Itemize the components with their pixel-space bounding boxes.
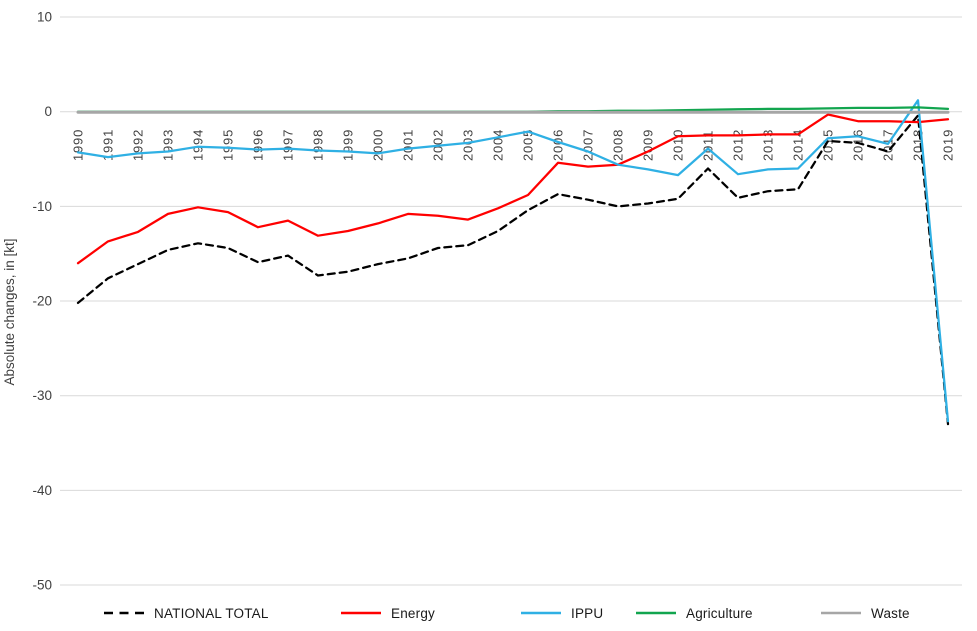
y-tick-label: -40 xyxy=(32,483,52,498)
gridlines xyxy=(60,16,962,586)
x-tick-label: 1995 xyxy=(221,129,236,161)
x-tick-label: 1994 xyxy=(191,129,206,161)
legend-label-agriculture: Agriculture xyxy=(686,605,753,621)
x-tick-label: 2007 xyxy=(581,129,596,161)
y-tick-label: 10 xyxy=(37,10,52,25)
x-tick-label: 2014 xyxy=(791,129,806,161)
x-tick-label: 2003 xyxy=(461,129,476,161)
legend-item-national-total: NATIONAL TOTAL xyxy=(103,598,269,628)
x-tick-label: 2009 xyxy=(641,129,656,161)
x-tick-label: 1999 xyxy=(341,129,356,161)
x-tick-label: 2006 xyxy=(551,129,566,161)
legend-item-waste: Waste xyxy=(820,598,910,628)
plot-area: 100-10-20-30-40-50 1990 1991 1992 1993 1994 1… xyxy=(2,10,962,593)
x-tick-label: 2000 xyxy=(371,129,386,161)
legend-label-energy: Energy xyxy=(391,605,435,621)
series-line-energy xyxy=(76,113,950,265)
y-axis-tick-labels: 10 0 -10 -20 -30 -40 -50 xyxy=(32,10,52,593)
x-tick-label: 2019 xyxy=(941,129,956,161)
y-tick-label: -10 xyxy=(32,199,52,214)
x-tick-label: 1996 xyxy=(251,129,266,161)
x-tick-label: 1993 xyxy=(161,129,176,161)
legend-label-ippu: IPPU xyxy=(571,605,604,621)
legend-swatch-agriculture xyxy=(636,611,676,615)
legend-item-agriculture: Agriculture xyxy=(635,598,753,628)
y-tick-label: -20 xyxy=(32,294,52,309)
legend-label-national-total: NATIONAL TOTAL xyxy=(154,605,269,621)
y-tick-label: -30 xyxy=(32,388,52,403)
series-line-national-total xyxy=(76,114,950,426)
x-tick-label: 1998 xyxy=(311,129,326,161)
x-tick-label: 2005 xyxy=(521,129,536,161)
x-tick-label: 1990 xyxy=(71,129,86,161)
x-tick-label: 1997 xyxy=(281,129,296,161)
legend-swatch-national-total xyxy=(104,611,144,615)
legend-item-ippu: IPPU xyxy=(520,598,603,628)
legend-swatch-energy xyxy=(341,611,381,615)
series-line-ippu xyxy=(76,99,950,423)
x-tick-label: 2008 xyxy=(611,129,626,161)
legend-label-waste: Waste xyxy=(871,605,910,621)
x-tick-label: 2001 xyxy=(401,129,416,161)
y-tick-label: 0 xyxy=(44,104,52,119)
x-axis-tick-labels: 1990 1991 1992 1993 1994 1995 1996 1997 1998 1999… xyxy=(71,129,956,161)
x-tick-label: 2012 xyxy=(731,129,746,161)
legend: NATIONAL TOTAL Energy IPPU Agriculture Waste xyxy=(0,598,977,628)
x-tick-label: 1992 xyxy=(131,129,146,161)
x-tick-label: 2004 xyxy=(491,129,506,161)
legend-item-energy: Energy xyxy=(340,598,435,628)
x-tick-label: 2013 xyxy=(761,129,776,161)
legend-swatch-ippu xyxy=(521,611,561,615)
x-tick-label: 1991 xyxy=(101,129,116,161)
series-lines xyxy=(76,99,950,426)
x-tick-label: 2010 xyxy=(671,129,686,161)
legend-swatch-waste xyxy=(821,611,861,615)
y-tick-label: -50 xyxy=(32,578,52,593)
y-axis-title: Absolute changes, in [kt] xyxy=(2,238,17,385)
